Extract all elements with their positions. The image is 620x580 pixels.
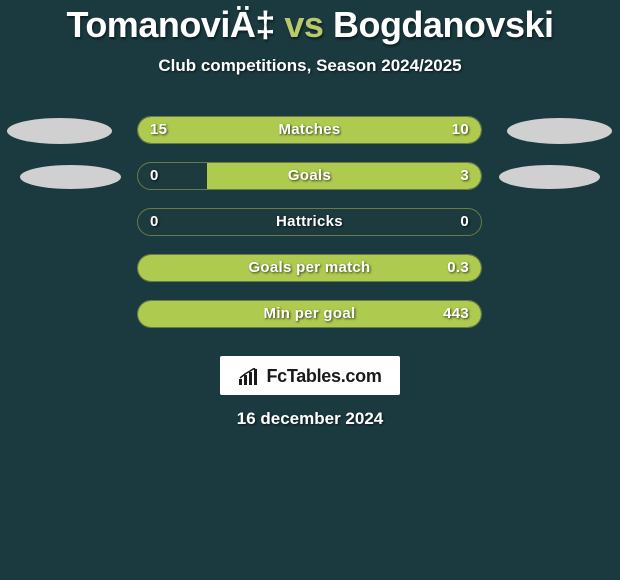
player2-avatar: [507, 118, 612, 144]
stat-bar: Hattricks0 0: [137, 208, 482, 236]
player2-avatar: [499, 165, 600, 189]
left-value: 0: [150, 163, 159, 189]
left-value: 0: [150, 209, 159, 235]
stat-label: Min per goal: [138, 301, 481, 327]
stat-row: Goals per match0.3: [0, 254, 620, 300]
stat-label: Goals per match: [138, 255, 481, 281]
brand-badge[interactable]: FcTables.com: [220, 356, 399, 395]
brand-text: FcTables.com: [266, 366, 381, 387]
right-value: 0: [460, 209, 469, 235]
stat-row: Min per goal443: [0, 300, 620, 346]
player1-avatar: [20, 165, 121, 189]
stat-label: Hattricks: [138, 209, 481, 235]
stat-bar: Matches15 10: [137, 116, 482, 144]
stat-bar: Min per goal443: [137, 300, 482, 328]
comparison-title: TomanoviÄ‡ vs Bogdanovski: [0, 4, 620, 46]
stat-row: Hattricks0 0: [0, 208, 620, 254]
player2-name: Bogdanovski: [333, 4, 554, 45]
date-label: 16 december 2024: [0, 409, 620, 429]
right-value: 10: [452, 117, 469, 143]
vs-label: vs: [284, 4, 323, 45]
stat-bar: Goals per match0.3: [137, 254, 482, 282]
stat-label: Goals: [138, 163, 481, 189]
stat-row: Matches15 10: [0, 116, 620, 162]
subtitle: Club competitions, Season 2024/2025: [0, 56, 620, 76]
player1-avatar: [7, 118, 112, 144]
stats-container: Matches1510Goals03Hattricks00Goals per m…: [0, 116, 620, 346]
stat-label: Matches: [138, 117, 481, 143]
right-value: 443: [443, 301, 469, 327]
right-value: 3: [460, 163, 469, 189]
stat-row: Goals0 3: [0, 162, 620, 208]
left-value: 15: [150, 117, 167, 143]
player1-name: TomanoviÄ‡: [67, 4, 275, 45]
right-value: 0.3: [447, 255, 469, 281]
chart-icon: [238, 368, 260, 386]
stat-bar: Goals0 3: [137, 162, 482, 190]
